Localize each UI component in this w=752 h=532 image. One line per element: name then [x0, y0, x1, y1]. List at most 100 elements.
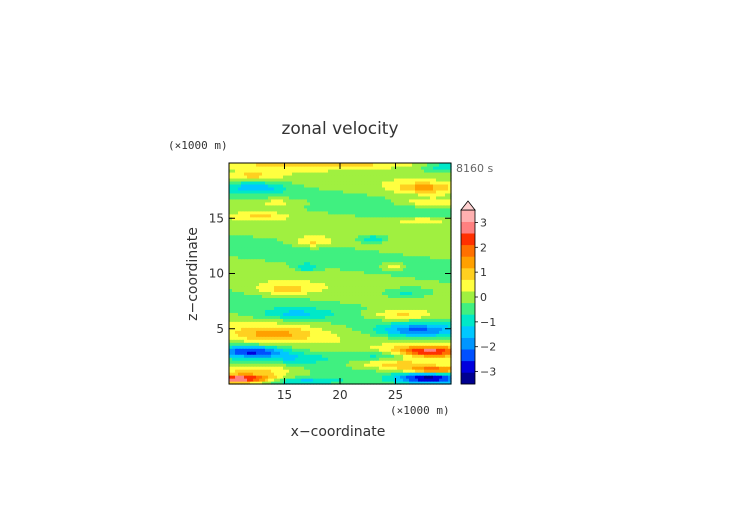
- heatmap-cell: [421, 312, 425, 316]
- heatmap-cell: [397, 285, 401, 290]
- heatmap-cell: [334, 195, 338, 200]
- heatmap-cell: [235, 252, 239, 257]
- heatmap-cell: [295, 360, 299, 364]
- heatmap-cell: [334, 372, 338, 376]
- heatmap-cell: [379, 228, 383, 233]
- heatmap-cell: [382, 378, 386, 382]
- heatmap-cell: [319, 294, 323, 298]
- heatmap-cell: [238, 237, 242, 242]
- heatmap-cell: [304, 312, 308, 316]
- heatmap-cell: [337, 297, 341, 301]
- heatmap-cell: [238, 381, 242, 385]
- heatmap-cell: [343, 297, 347, 301]
- heatmap-cell: [373, 276, 377, 281]
- heatmap-cell: [358, 375, 362, 379]
- heatmap-cell: [424, 261, 428, 266]
- heatmap-cell: [271, 255, 275, 260]
- heatmap-cell: [373, 225, 377, 230]
- heatmap-cell: [361, 201, 365, 206]
- heatmap-cell: [319, 219, 323, 224]
- heatmap-cell: [271, 285, 275, 290]
- heatmap-cell: [370, 192, 374, 197]
- heatmap-cell: [238, 264, 242, 269]
- heatmap-cell: [370, 342, 374, 346]
- heatmap-cell: [340, 297, 344, 301]
- heatmap-cell: [235, 336, 239, 340]
- heatmap-cell: [337, 219, 341, 224]
- heatmap-cell: [298, 324, 302, 328]
- heatmap-cell: [448, 270, 452, 275]
- heatmap-cell: [328, 330, 332, 334]
- heatmap-cell: [292, 378, 296, 382]
- heatmap-cell: [295, 255, 299, 260]
- heatmap-cell: [385, 318, 389, 322]
- heatmap-cell: [283, 363, 287, 367]
- heatmap-cell: [295, 264, 299, 269]
- heatmap-cell: [331, 363, 335, 367]
- heatmap-cell: [235, 207, 239, 212]
- heatmap-cell: [247, 333, 251, 337]
- heatmap-cell: [331, 324, 335, 328]
- heatmap-cell: [373, 222, 377, 227]
- heatmap-cell: [376, 375, 380, 379]
- heatmap-cell: [286, 210, 290, 215]
- heatmap-cell: [271, 375, 275, 379]
- heatmap-cell: [445, 195, 449, 200]
- heatmap-cell: [448, 366, 452, 370]
- heatmap-cell: [307, 261, 311, 266]
- heatmap-cell: [403, 360, 407, 364]
- heatmap-cell: [376, 204, 380, 209]
- heatmap-cell: [334, 180, 338, 185]
- heatmap-cell: [442, 249, 446, 254]
- heatmap-cell: [304, 201, 308, 206]
- heatmap-cell: [349, 363, 353, 367]
- heatmap-cell: [448, 354, 452, 358]
- heatmap-cell: [355, 249, 359, 254]
- heatmap-cell: [298, 303, 302, 307]
- heatmap-cell: [382, 279, 386, 284]
- heatmap-cell: [277, 324, 281, 328]
- heatmap-cell: [331, 348, 335, 352]
- heatmap-cell: [370, 312, 374, 316]
- heatmap-cell: [439, 321, 443, 325]
- heatmap-cell: [319, 231, 323, 236]
- heatmap-cell: [316, 369, 320, 373]
- heatmap-cell: [358, 360, 362, 364]
- heatmap-cell: [421, 276, 425, 281]
- heatmap-cell: [394, 234, 398, 239]
- heatmap-cell: [289, 195, 293, 200]
- heatmap-cell: [406, 321, 410, 325]
- heatmap-cell: [376, 360, 380, 364]
- heatmap-cell: [397, 318, 401, 322]
- heatmap-cell: [388, 237, 392, 242]
- heatmap-cell: [406, 228, 410, 233]
- heatmap-cell: [313, 246, 317, 251]
- heatmap-cell: [328, 303, 332, 307]
- heatmap-cell: [355, 348, 359, 352]
- heatmap-cell: [361, 303, 365, 307]
- heatmap-cell: [376, 246, 380, 251]
- heatmap-cell: [301, 216, 305, 221]
- heatmap-cell: [343, 312, 347, 316]
- heatmap-cell: [247, 375, 251, 379]
- heatmap-cell: [268, 354, 272, 358]
- heatmap-cell: [337, 300, 341, 304]
- heatmap-cell: [382, 291, 386, 296]
- heatmap-cell: [298, 204, 302, 209]
- heatmap-cell: [253, 258, 257, 263]
- heatmap-cell: [376, 336, 380, 340]
- heatmap-cell: [310, 375, 314, 379]
- heatmap-cell: [346, 252, 350, 257]
- heatmap-cell: [424, 204, 428, 209]
- heatmap-cell: [229, 258, 233, 263]
- heatmap-cell: [403, 264, 407, 269]
- heatmap-cell: [286, 270, 290, 275]
- heatmap-cell: [250, 357, 254, 361]
- heatmap-cell: [316, 204, 320, 209]
- heatmap-cell: [262, 339, 266, 343]
- heatmap-cell: [334, 243, 338, 248]
- heatmap-cell: [244, 210, 248, 215]
- heatmap-cell: [433, 297, 437, 301]
- heatmap-cell: [253, 321, 257, 325]
- heatmap-cell: [421, 249, 425, 254]
